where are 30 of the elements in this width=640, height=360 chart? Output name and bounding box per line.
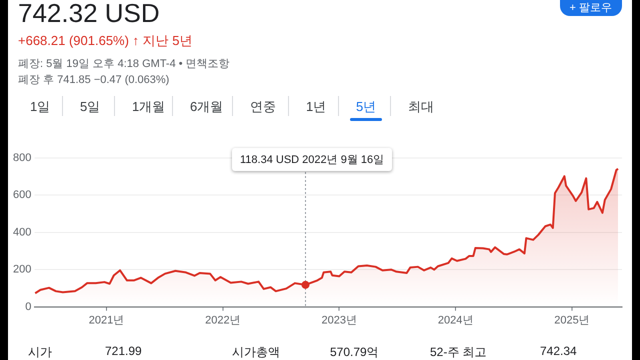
y-tick-label: 400 <box>12 226 32 238</box>
y-tick-label: 800 <box>12 152 32 164</box>
text: 6개월 <box>190 98 224 116</box>
text: 742.34 <box>540 344 577 358</box>
chart-title: 742.32 USD <box>18 0 160 29</box>
x-tick-label: 2021년 <box>88 314 124 326</box>
text: 연중 <box>250 98 276 116</box>
text: 570.79억 <box>330 344 379 360</box>
text: 52-주 최고 <box>430 344 487 360</box>
y-tick-label: 200 <box>12 264 32 276</box>
text: 폐장: 5월 19일 오후 4:18 GMT-4 • 면책조항 <box>18 57 230 71</box>
x-tick-label: 2024년 <box>438 314 474 326</box>
text: 1개월 <box>132 98 166 116</box>
x-tick-label: 2025년 <box>554 314 590 326</box>
text: 1년 <box>306 98 326 116</box>
y-tick-label: 0 <box>25 300 32 313</box>
y-tick-label: 600 <box>12 189 32 202</box>
text: 폐장 후 741.85 −0.47 (0.063%) <box>18 73 170 87</box>
text: 5년 <box>356 98 376 116</box>
text: 721.99 <box>105 344 142 358</box>
annotation: 118.34 USD 2022년 9월 16일 <box>232 148 392 171</box>
text: 최대 <box>408 98 434 116</box>
text: + 팔로우 <box>560 0 622 16</box>
chart-subtitle: +668.21 (901.65%) ↑ 지난 5년 <box>18 32 193 50</box>
text: 시가 <box>28 344 52 360</box>
text: 1일 <box>30 98 50 116</box>
text: 시가총액 <box>232 344 280 360</box>
text: 5일 <box>80 98 100 116</box>
x-tick-label: 2022년 <box>205 314 241 326</box>
x-tick-label: 2023년 <box>321 314 357 326</box>
